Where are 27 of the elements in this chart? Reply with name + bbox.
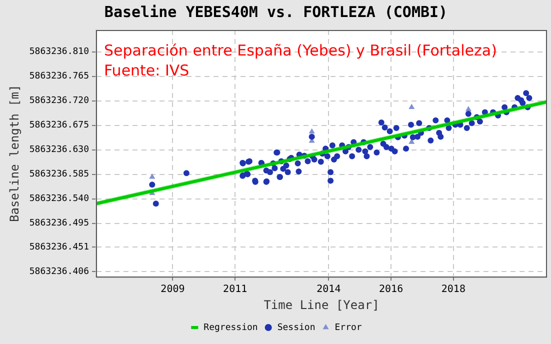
y-tick-label: 5863236.630 bbox=[29, 145, 90, 156]
legend-label: Session bbox=[277, 322, 316, 333]
point bbox=[149, 173, 156, 179]
chart-title: Baseline YEBES40M vs. FORTLEZA (COMBI) bbox=[104, 2, 448, 21]
x-axis-title: Time Line [Year] bbox=[264, 298, 380, 312]
y-tick-label: 5863236.495 bbox=[29, 218, 90, 229]
x-tick-label: 2018 bbox=[441, 284, 466, 296]
x-tick-label: 2014 bbox=[316, 284, 341, 296]
legend-label: Regression bbox=[204, 322, 258, 333]
point bbox=[308, 128, 315, 134]
y-tick-label: 5863236.675 bbox=[29, 120, 90, 131]
y-tick-label: 5863236.451 bbox=[29, 242, 90, 253]
legend-label: Error bbox=[334, 322, 362, 333]
x-tick-label: 2009 bbox=[160, 284, 185, 296]
x-tick-label: 2016 bbox=[379, 284, 404, 296]
y-tick-label: 5863236.765 bbox=[29, 72, 90, 82]
y-tick-label: 5863236.720 bbox=[29, 96, 90, 106]
y-axis-title: Baseline length [m] bbox=[7, 84, 22, 222]
annotation: Separación entre España (Yebes) y Brasil (Fortaleza) bbox=[104, 41, 497, 60]
annotation: Fuente: IVS bbox=[104, 61, 190, 80]
x-tick-label: 2011 bbox=[223, 284, 248, 296]
point bbox=[465, 106, 472, 112]
y-tick-label: 5863236.585 bbox=[29, 170, 90, 180]
y-tick-label: 5863236.406 bbox=[29, 267, 90, 278]
y-tick-label: 5863236.810 bbox=[29, 47, 90, 58]
y-tick-label: 5863236.540 bbox=[29, 194, 90, 204]
point bbox=[408, 104, 415, 110]
